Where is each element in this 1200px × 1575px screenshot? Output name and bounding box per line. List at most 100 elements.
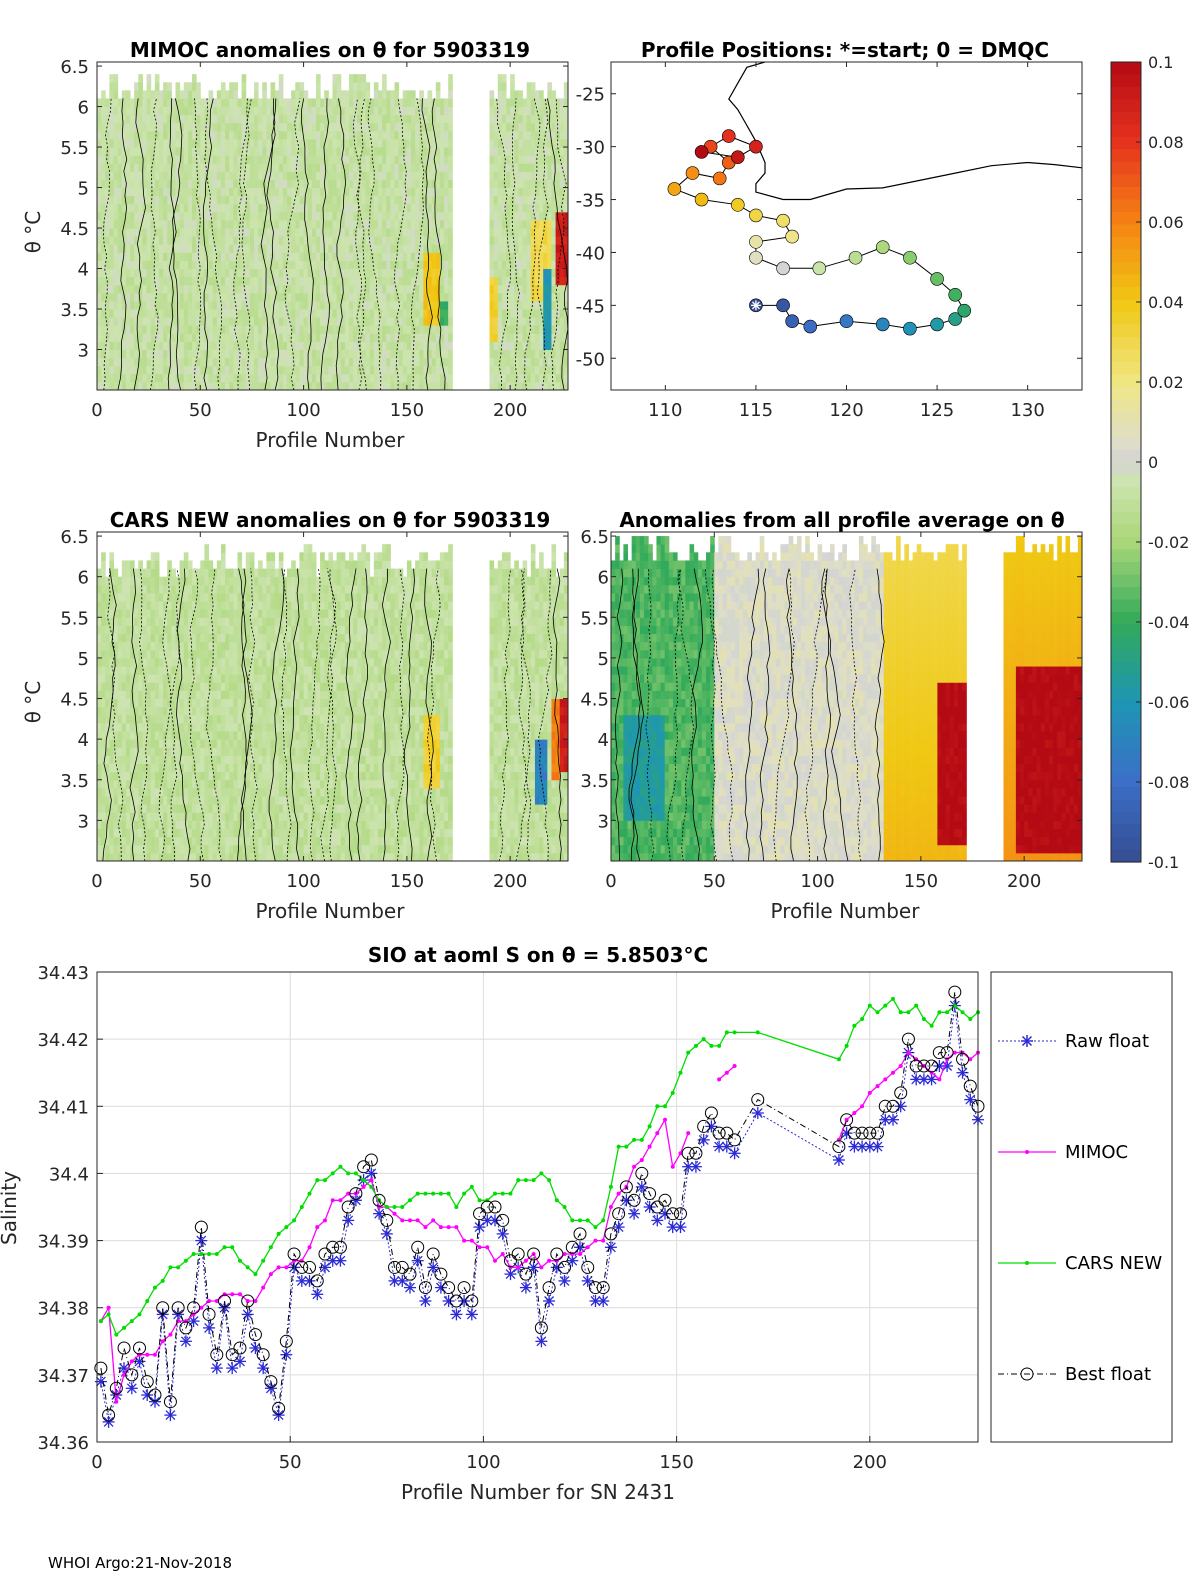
heatmap-cell [324,365,329,375]
heatmap-cell [109,203,115,213]
heatmap-cell [311,252,317,261]
heatmap-cell [365,138,371,148]
heatmap-cell [501,187,507,197]
heatmap-cell [167,820,172,830]
heatmap-cell [448,106,453,116]
heatmap-cell [134,617,139,626]
heatmap-cell [113,317,119,326]
heatmap-cell [324,373,329,383]
heatmap-cell [245,341,251,351]
heatmap-cell [514,309,519,318]
heatmap-cell [175,244,181,253]
heatmap-cell [349,122,354,132]
heatmap-cell [336,171,342,180]
heatmap-cell [146,244,152,253]
heatmap-cell [489,309,495,318]
heatmap-cell [158,706,164,716]
heatmap-cell [307,138,313,148]
heatmap-cell [303,341,309,351]
heatmap-cell [526,236,532,245]
heatmap-cell [522,325,528,334]
heatmap-cell [539,171,544,180]
heatmap-cell [506,187,511,197]
heatmap-cell [382,341,387,351]
heatmap-cell [249,187,255,197]
heatmap-cell [101,771,106,781]
heatmap-cell [163,268,168,278]
colorbar-segment [1111,724,1141,738]
heatmap-cell [563,349,569,359]
heatmap-cell [192,114,197,124]
heatmap-cell [311,276,317,286]
colorbar-segment [1111,512,1141,526]
heatmap-cell [97,122,102,132]
heatmap-cell [431,341,437,351]
heatmap-cell [154,300,160,310]
heatmap-cell [394,300,400,310]
heatmap-cell [514,211,519,221]
heatmap-cell [307,106,313,116]
heatmap-cell [278,325,284,334]
heatmap-cell [204,309,210,318]
heatmap-cell [117,260,123,270]
heatmap-cell [411,317,416,326]
heatmap-cell [229,211,234,221]
heatmap-cell [134,804,139,813]
heatmap-cell [229,292,234,302]
heatmap-cell [101,284,106,294]
heatmap-cell [109,657,115,667]
heatmap-cell [382,381,387,391]
heatmap-cell [187,292,193,302]
heatmap-cell [411,365,416,375]
heatmap-cell [254,130,259,140]
heatmap-cell [258,130,263,140]
heatmap-cell [179,292,185,302]
heatmap-cell [101,698,106,708]
heatmap-cell [200,219,205,229]
heatmap-cell [435,284,441,294]
heatmap-cell [431,106,437,116]
heatmap-cell [179,211,185,221]
heatmap-cell [179,309,185,318]
heatmap-cell [361,74,367,83]
heatmap-cell [336,82,342,91]
heatmap-cell [113,292,119,302]
heatmap-cell [543,317,548,326]
heatmap-cell [163,284,168,294]
heatmap-cell [439,236,445,245]
heatmap-cell [423,300,429,310]
heatmap-cell [121,576,127,586]
heatmap-cell [282,171,288,180]
heatmap-cell [282,317,288,326]
heatmap-cell [390,317,395,326]
heatmap-cell [514,260,519,270]
colorbar-segment [1111,537,1141,551]
heatmap-cell [150,195,156,205]
heatmap-cell [204,260,210,270]
heatmap-cell [97,706,102,716]
heatmap-cell [249,284,255,294]
heatmap-cell [229,219,234,229]
heatmap-cell [171,796,176,805]
heatmap-cell [171,130,176,140]
heatmap-cell [241,365,247,375]
heatmap-cell [332,284,338,294]
heatmap-cell [369,138,375,148]
heatmap-cell [332,325,338,334]
colorbar-segment [1111,574,1141,588]
heatmap-cell [171,714,176,724]
heatmap-cell [361,219,367,229]
heatmap-cell [125,244,131,253]
contour-line [524,98,541,391]
heatmap-cell [167,163,172,172]
heatmap-cell [328,219,333,229]
heatmap-cell [320,309,325,318]
heatmap-cell [315,211,321,221]
heatmap-cell [241,90,247,99]
heatmap-cell [444,381,449,391]
heatmap-cell [225,381,230,391]
heatmap-cell [146,284,152,294]
heatmap-cell [233,260,238,270]
heatmap-cell [315,373,321,383]
heatmap-cell [142,357,148,367]
